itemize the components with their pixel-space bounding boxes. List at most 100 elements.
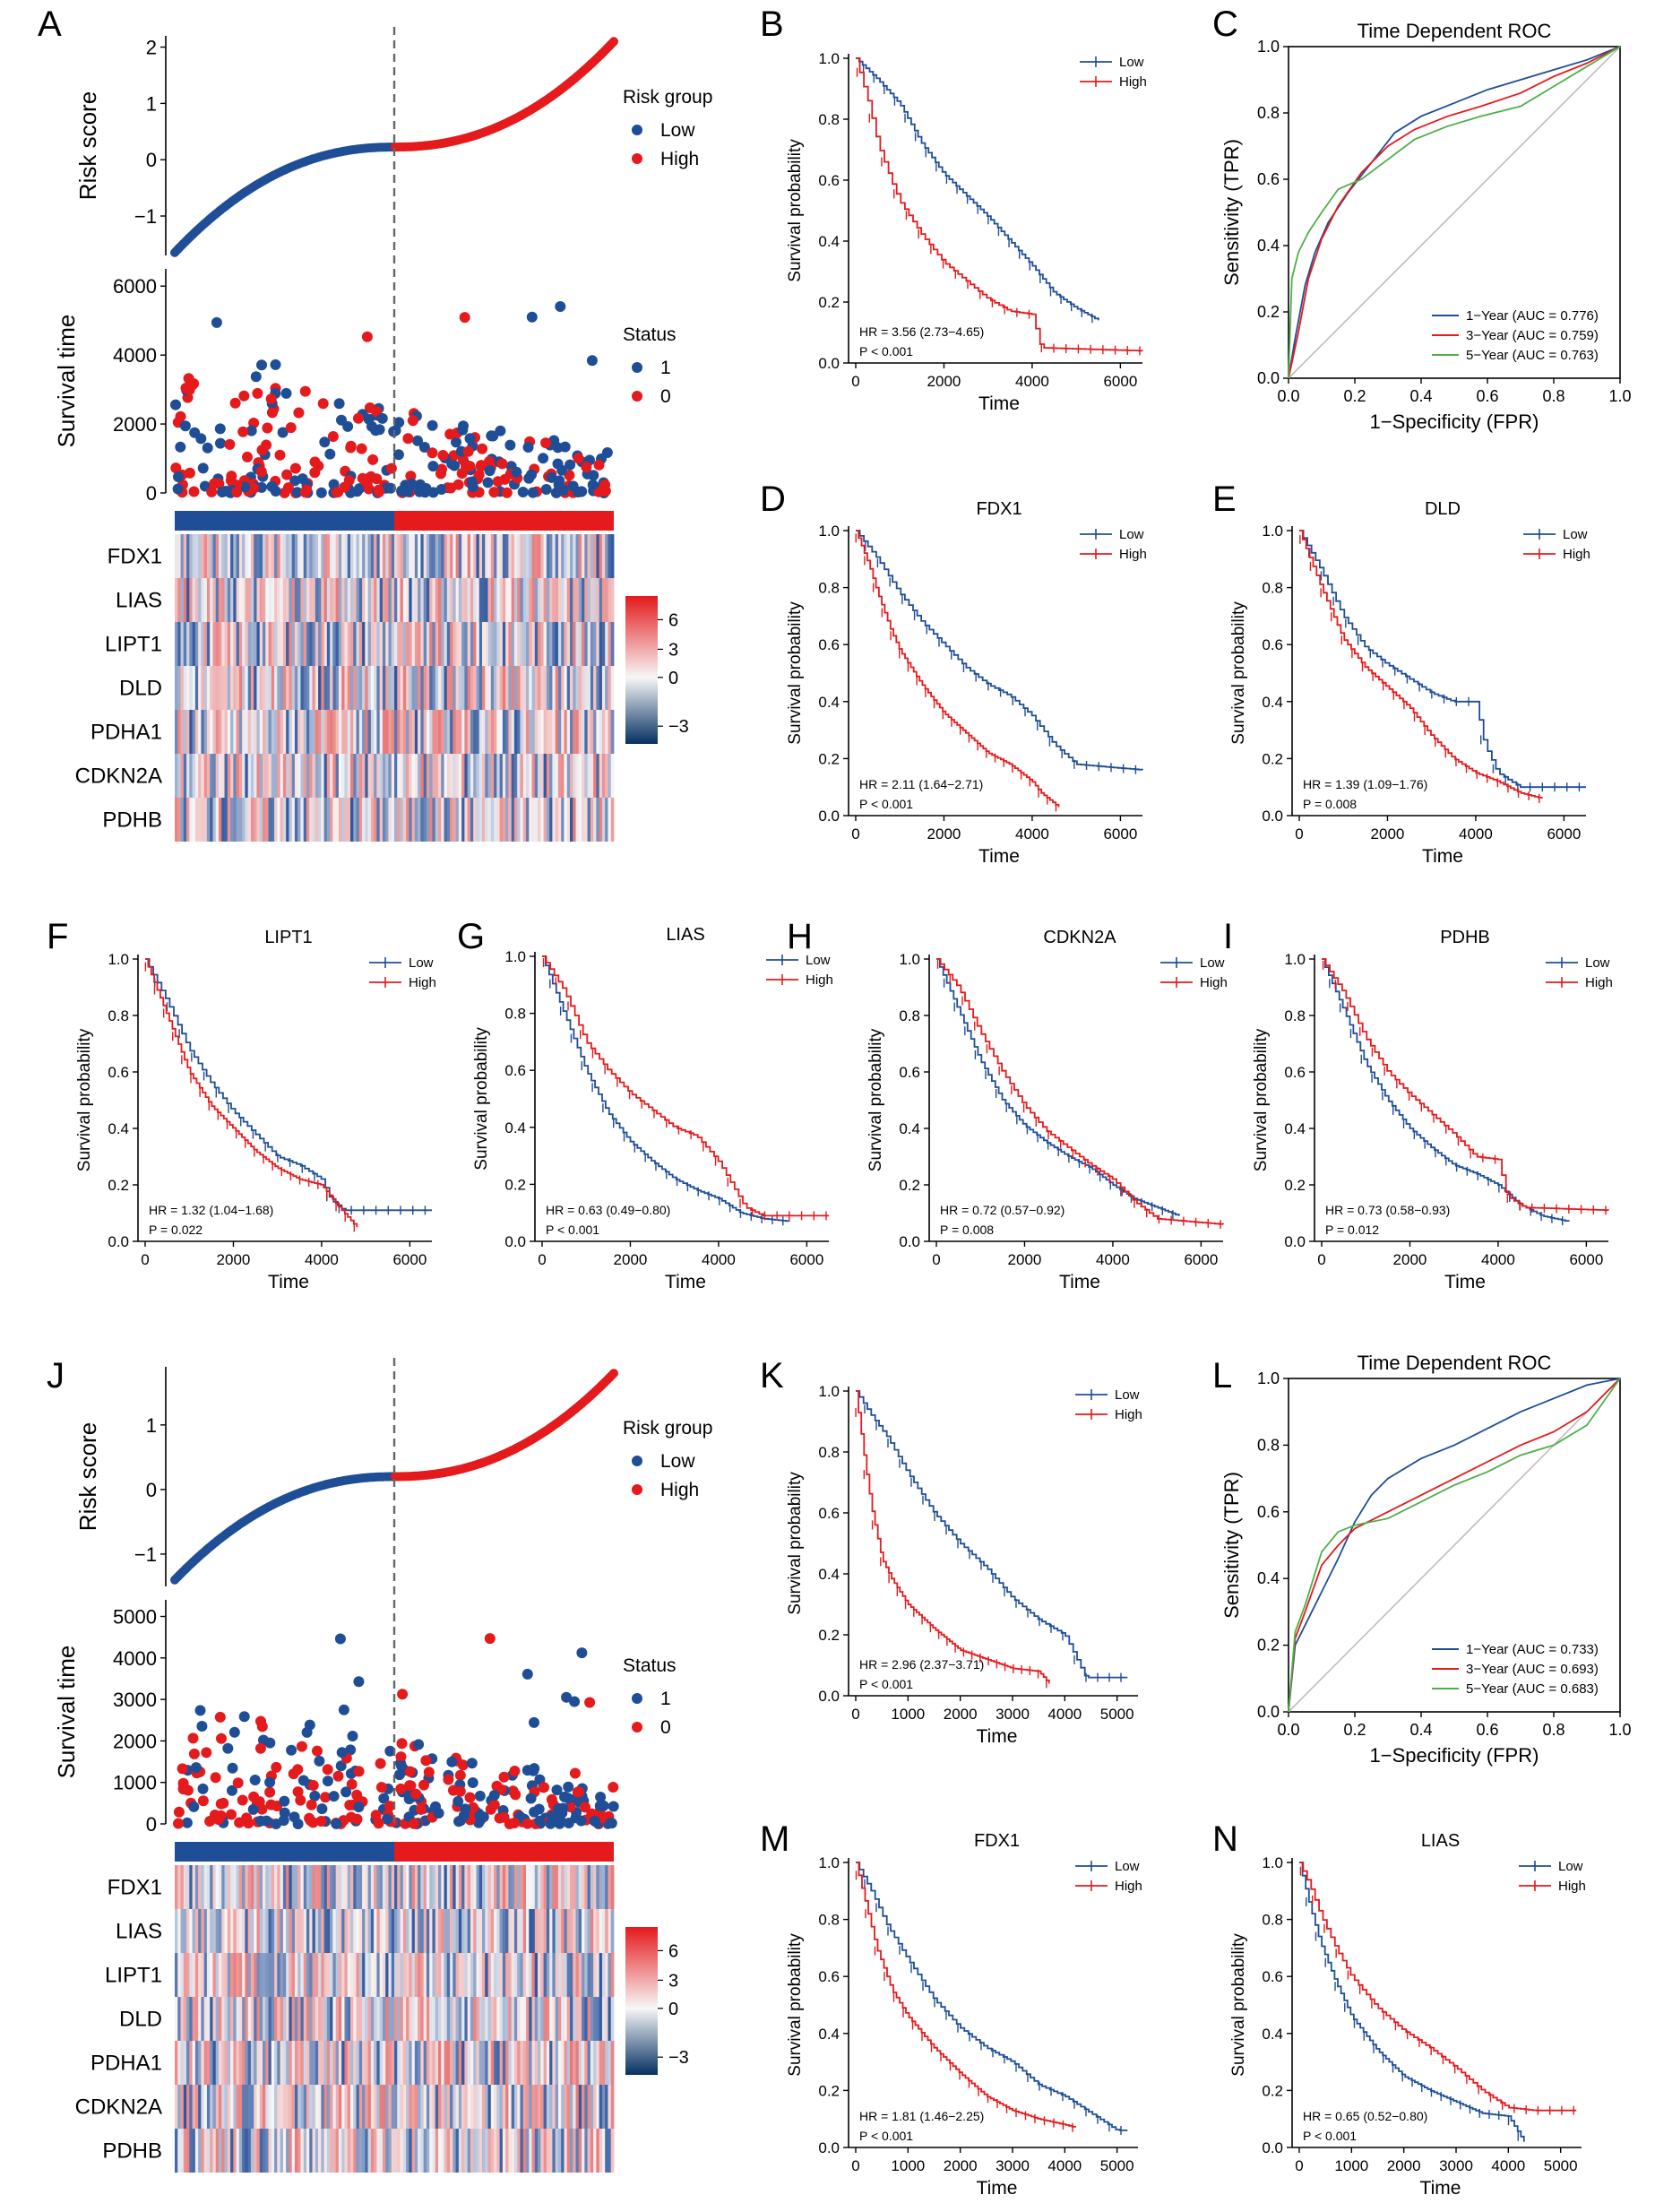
heatmap-cell bbox=[508, 2041, 513, 2085]
heatmap-cell bbox=[432, 710, 436, 754]
heatmap-cell bbox=[238, 1865, 243, 1909]
km-title: LIAS bbox=[1421, 1831, 1460, 1851]
heatmap-cell bbox=[321, 710, 324, 754]
heatmap-cell bbox=[485, 798, 488, 842]
heatmap-cell bbox=[183, 2085, 187, 2129]
heatmap-cell bbox=[526, 2085, 530, 2129]
heatmap-cell bbox=[186, 2085, 190, 2129]
heatmap-cell bbox=[587, 534, 591, 578]
heatmap-cell bbox=[282, 1909, 287, 1953]
survival-point bbox=[521, 1818, 533, 1829]
y-tick-label: 0.2 bbox=[1262, 750, 1283, 767]
heatmap-cell bbox=[593, 666, 597, 710]
y-tick-label: 0.6 bbox=[1257, 170, 1280, 188]
heatmap-cell bbox=[429, 1997, 433, 2041]
legend-dot bbox=[632, 1456, 642, 1466]
survival-point bbox=[584, 1697, 596, 1708]
x-axis-label: 1−Specificity (FPR) bbox=[1370, 1744, 1539, 1767]
heatmap-cell bbox=[467, 1865, 471, 1909]
y-tick-label: 0.8 bbox=[1262, 580, 1283, 597]
heatmap-cell bbox=[192, 798, 196, 842]
heatmap-cell bbox=[277, 578, 280, 622]
heatmap-cell bbox=[242, 1909, 246, 1953]
heatmap-cell bbox=[388, 1997, 392, 2041]
survival-point bbox=[175, 441, 186, 453]
heatmap-cell bbox=[303, 2129, 307, 2173]
x-tick-label: 6000 bbox=[1184, 1251, 1218, 1268]
survival-point bbox=[229, 397, 241, 409]
heatmap-cell bbox=[450, 2129, 453, 2173]
heatmap-cell bbox=[584, 798, 588, 842]
heatmap-cell bbox=[388, 2085, 392, 2129]
heatmap-cell bbox=[584, 754, 588, 798]
heatmap-cell bbox=[409, 2129, 412, 2173]
heatmap-cell bbox=[203, 2041, 208, 2085]
km-curve-high bbox=[1322, 958, 1609, 1212]
heatmap-cell bbox=[353, 2129, 357, 2173]
heatmap-cell bbox=[198, 1953, 202, 1997]
survival-point bbox=[255, 1815, 266, 1827]
legend-label-high: High bbox=[1119, 74, 1147, 90]
heatmap-cell bbox=[230, 710, 234, 754]
y-tick-label: 0.0 bbox=[818, 2139, 840, 2156]
heatmap-cell bbox=[175, 754, 178, 798]
km-title: FDX1 bbox=[976, 499, 1021, 519]
heatmap-cell bbox=[467, 666, 471, 710]
heatmap-cell bbox=[312, 2085, 316, 2129]
x-tick-label: 0 bbox=[932, 1251, 940, 1268]
y-tick-label: 0.4 bbox=[1257, 1569, 1280, 1587]
heatmap-cell bbox=[374, 1997, 377, 2041]
heatmap-cell bbox=[206, 622, 211, 666]
heatmap-cell bbox=[227, 1909, 231, 1953]
heatmap-cell bbox=[391, 754, 395, 798]
heatmap-cell bbox=[534, 2085, 539, 2129]
heatmap-cell bbox=[418, 754, 421, 798]
heatmap-cell bbox=[245, 2129, 249, 2173]
heatmap-cell bbox=[203, 2129, 208, 2173]
hazard-ratio: HR = 0.65 (0.52−0.80) bbox=[1303, 2109, 1427, 2123]
survival-point bbox=[226, 471, 237, 482]
heatmap-cell bbox=[605, 1953, 608, 1997]
heatmap-cell bbox=[338, 798, 342, 842]
x-tick-label: 6000 bbox=[1103, 373, 1137, 390]
heatmap-row-pdha1 bbox=[175, 2041, 615, 2085]
heatmap-cell bbox=[485, 2041, 488, 2085]
survival-point bbox=[210, 1772, 221, 1784]
y-tick-label: 0.6 bbox=[818, 1968, 840, 1985]
heatmap-cell bbox=[420, 1997, 425, 2041]
heatmap-cell bbox=[210, 1865, 213, 1909]
survival-point bbox=[299, 385, 311, 397]
heatmap-cell bbox=[593, 710, 597, 754]
heatmap-cell bbox=[247, 1997, 252, 2041]
heatmap-cell bbox=[291, 1865, 296, 1909]
x-tick-label: 0 bbox=[141, 1251, 149, 1268]
heatmap-cell bbox=[259, 1997, 263, 2041]
heatmap-cell bbox=[470, 622, 474, 666]
heatmap-cell bbox=[409, 754, 412, 798]
heatmap-cell bbox=[478, 666, 483, 710]
heatmap-cell bbox=[318, 1997, 322, 2041]
heatmap-cell bbox=[175, 2041, 178, 2085]
heatmap-cell bbox=[277, 754, 280, 798]
heatmap-cell bbox=[365, 710, 368, 754]
heatmap-cell bbox=[485, 2085, 488, 2129]
heatmap-cell bbox=[330, 534, 333, 578]
heatmap-cell bbox=[289, 2041, 293, 2085]
km-curve-low bbox=[856, 57, 1099, 321]
legend-dot bbox=[632, 125, 642, 135]
survival-point bbox=[586, 355, 598, 367]
heatmap-cell bbox=[570, 2085, 573, 2129]
heatmap-cell bbox=[473, 2041, 477, 2085]
heatmap-cell bbox=[224, 754, 228, 798]
survival-point bbox=[427, 447, 438, 459]
heatmap-cell bbox=[391, 2085, 395, 2129]
heatmap-cell bbox=[321, 798, 324, 842]
heatmap-cell bbox=[370, 622, 375, 666]
heatmap-cell bbox=[605, 1997, 608, 2041]
heatmap-cell bbox=[561, 2085, 565, 2129]
survival-point bbox=[237, 426, 249, 437]
heatmap-cell bbox=[546, 798, 550, 842]
heatmap-cell bbox=[245, 1997, 249, 2041]
heatmap-cell bbox=[564, 798, 568, 842]
heatmap-cell bbox=[201, 1953, 205, 1997]
